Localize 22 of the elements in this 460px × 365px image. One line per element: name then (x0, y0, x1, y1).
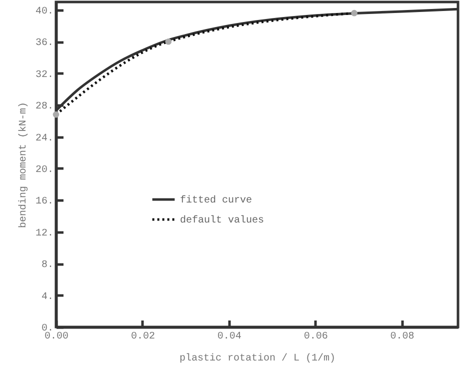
y-tick-label: 4. (41, 292, 54, 303)
y-tick-label: 32. (35, 70, 54, 81)
y-tick-label: 12. (35, 228, 54, 240)
y-tick-label: 28. (35, 102, 54, 113)
legend-label: default values (180, 214, 264, 226)
x-tick-label: 0.06 (304, 332, 328, 342)
point (351, 10, 358, 16)
legend-label: fitted curve (180, 194, 252, 206)
x-tick-label: 0.08 (390, 332, 414, 342)
y-tick-label: 24. (35, 133, 54, 144)
y-tick-label: 16. (35, 196, 54, 208)
point (52, 111, 60, 118)
point (165, 38, 172, 45)
x-axis-title: plastic rotation / L (1/m) (179, 352, 336, 364)
y-tick-label: 40. (35, 6, 54, 18)
x-tick-label: 0.00 (44, 332, 69, 342)
y-tick-label: 20. (35, 164, 54, 176)
y-tick-label: 8. (41, 260, 54, 272)
y-tick-label: 36. (35, 38, 54, 50)
x-tick-label: 0.04 (217, 332, 242, 342)
x-tick-label: 0.02 (130, 332, 155, 342)
y-axis-title: bending moment (kN-m) (17, 102, 30, 228)
